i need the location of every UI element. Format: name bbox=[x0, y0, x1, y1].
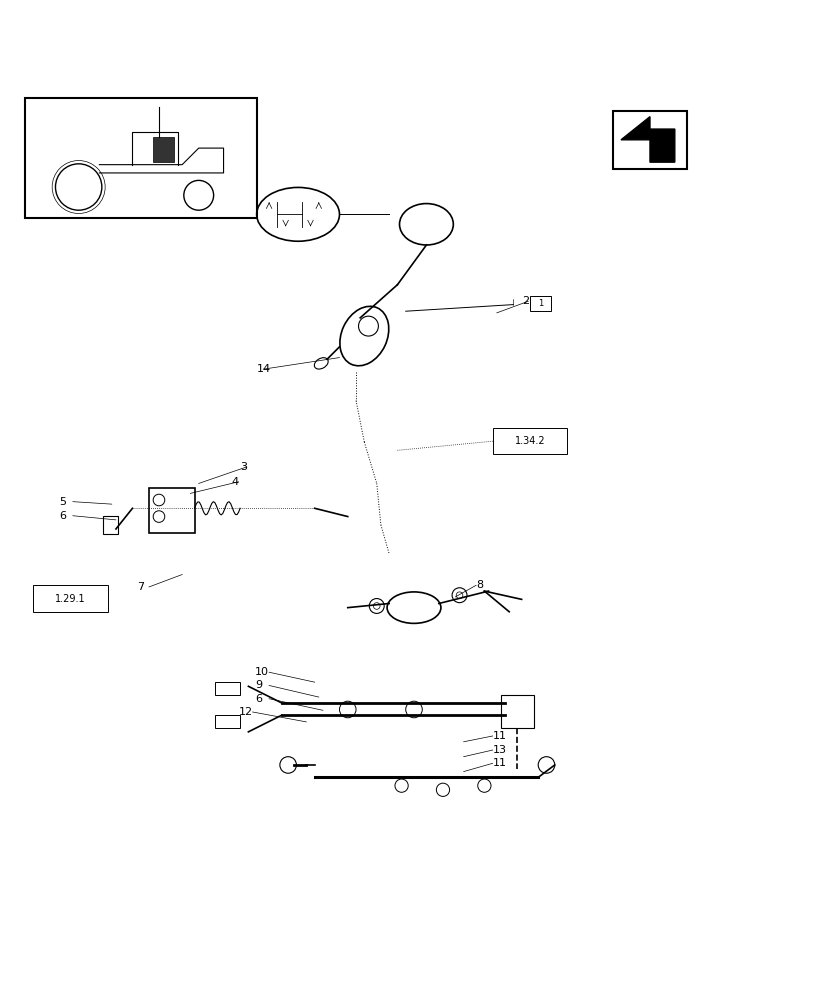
Text: 10: 10 bbox=[255, 667, 269, 677]
Text: 11: 11 bbox=[492, 731, 506, 741]
Circle shape bbox=[452, 588, 466, 603]
Bar bbox=[103, 516, 118, 534]
Circle shape bbox=[538, 757, 554, 773]
Circle shape bbox=[339, 701, 356, 718]
Bar bbox=[25, 98, 256, 218]
Text: 2: 2 bbox=[521, 296, 528, 306]
Text: 12: 12 bbox=[238, 707, 252, 717]
Circle shape bbox=[394, 779, 408, 792]
Circle shape bbox=[477, 779, 490, 792]
Circle shape bbox=[369, 599, 384, 613]
Text: 9: 9 bbox=[255, 680, 262, 690]
Text: 6: 6 bbox=[60, 511, 66, 521]
Text: 11: 11 bbox=[492, 758, 506, 768]
Text: 1: 1 bbox=[537, 299, 543, 308]
Text: 8: 8 bbox=[476, 580, 483, 590]
Ellipse shape bbox=[339, 306, 389, 366]
Circle shape bbox=[280, 757, 296, 773]
Text: 7: 7 bbox=[136, 582, 144, 592]
Text: 3: 3 bbox=[240, 462, 246, 472]
Bar bbox=[492, 428, 566, 454]
Text: 5: 5 bbox=[60, 497, 66, 507]
Text: 4: 4 bbox=[232, 477, 239, 487]
Polygon shape bbox=[620, 117, 674, 162]
Bar bbox=[215, 715, 240, 728]
Text: 1.34.2: 1.34.2 bbox=[514, 436, 544, 446]
Text: 13: 13 bbox=[492, 745, 506, 755]
Circle shape bbox=[405, 701, 422, 718]
Circle shape bbox=[436, 783, 449, 796]
Text: 1.29.1: 1.29.1 bbox=[55, 594, 85, 604]
Bar bbox=[33, 585, 108, 612]
Text: 14: 14 bbox=[256, 364, 270, 374]
Bar bbox=[612, 111, 686, 169]
Bar bbox=[529, 296, 550, 311]
Bar bbox=[500, 695, 533, 728]
Bar bbox=[153, 137, 174, 162]
Bar bbox=[215, 682, 240, 695]
Text: 6: 6 bbox=[255, 694, 261, 704]
Ellipse shape bbox=[314, 358, 327, 369]
